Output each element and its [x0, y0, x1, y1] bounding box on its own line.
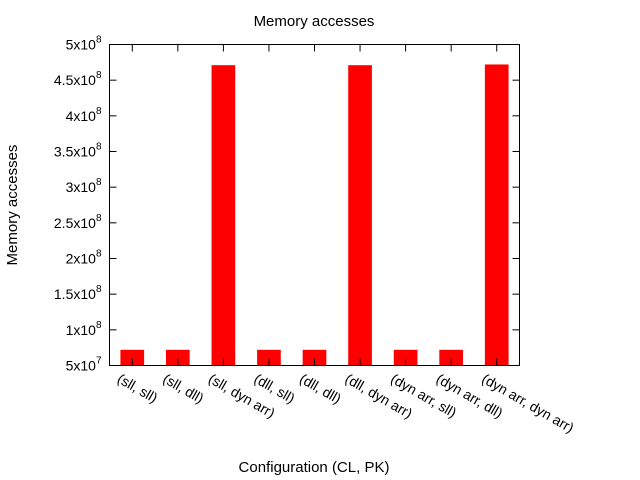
bars-layer — [120, 64, 509, 366]
y-tick-label: 3.5x108 — [54, 142, 102, 160]
bar — [348, 65, 372, 366]
bar — [211, 65, 236, 366]
x-tick-labels: (sll, sll) (sll, dll) (sll, dyn arr)(dll, … — [115, 370, 577, 436]
bar — [165, 349, 190, 366]
y-tick-label: 2x108 — [66, 249, 102, 267]
y-axis-label: Memory accesses — [4, 145, 21, 266]
y-tick-label: 4.5x108 — [54, 70, 102, 88]
y-tick-label: 2.5x108 — [54, 213, 102, 231]
y-tick-label: 5x107 — [66, 356, 102, 374]
y-tick-label: 1x108 — [66, 320, 102, 338]
x-axis-label: Configuration (CL, PK) — [239, 459, 390, 476]
y-tick-label: 5x108 — [66, 35, 102, 53]
chart-title: Memory accesses — [254, 13, 375, 30]
y-tick-label: 1.5x108 — [54, 284, 102, 302]
ticks-layer — [109, 44, 520, 366]
bar — [257, 349, 281, 366]
y-tick-labels: 5x107 1x108 1.5x108 2x108 2.5x108 3x108 3.5x10… — [54, 35, 102, 374]
x-tick-label: (dll, dll) — [297, 370, 344, 406]
x-tick-label: (sll, sll) — [115, 370, 161, 406]
bar — [484, 64, 509, 366]
bar — [120, 349, 145, 366]
y-tick-label: 4x108 — [66, 106, 102, 124]
x-tick-label: (sll, dll) — [160, 370, 206, 406]
plot-frame — [109, 44, 520, 366]
y-tick-label: 3x108 — [66, 177, 102, 195]
bar — [393, 349, 418, 366]
bar — [302, 349, 327, 366]
bar — [439, 349, 464, 366]
